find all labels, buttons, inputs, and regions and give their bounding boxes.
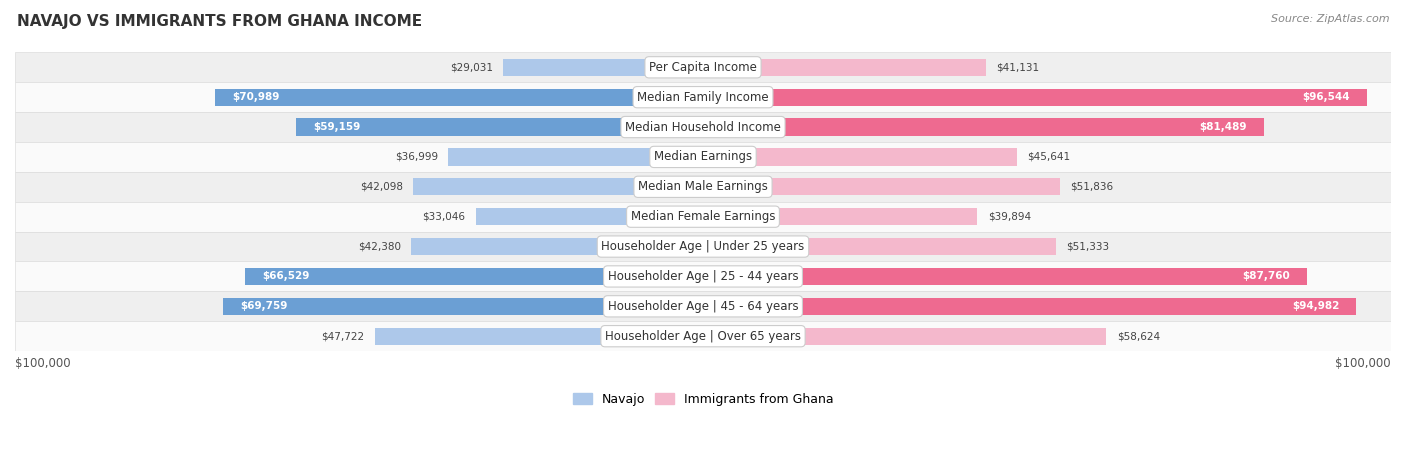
Bar <box>245 268 703 285</box>
Legend: Navajo, Immigrants from Ghana: Navajo, Immigrants from Ghana <box>568 388 838 410</box>
Text: Householder Age | 25 - 44 years: Householder Age | 25 - 44 years <box>607 270 799 283</box>
Text: $87,760: $87,760 <box>1241 271 1289 282</box>
Text: $29,031: $29,031 <box>450 62 494 72</box>
Bar <box>297 119 703 136</box>
Text: Householder Age | Over 65 years: Householder Age | Over 65 years <box>605 330 801 343</box>
Text: $94,982: $94,982 <box>1292 301 1340 311</box>
Text: $81,489: $81,489 <box>1199 122 1247 132</box>
Bar <box>703 119 1264 136</box>
Text: $45,641: $45,641 <box>1028 152 1070 162</box>
Text: $100,000: $100,000 <box>1336 357 1391 370</box>
Bar <box>703 297 1357 315</box>
Bar <box>15 172 1391 202</box>
Text: NAVAJO VS IMMIGRANTS FROM GHANA INCOME: NAVAJO VS IMMIGRANTS FROM GHANA INCOME <box>17 14 422 29</box>
Bar <box>703 59 986 76</box>
Text: Median Household Income: Median Household Income <box>626 120 780 134</box>
Text: $59,159: $59,159 <box>314 122 360 132</box>
Bar <box>15 232 1391 262</box>
Bar <box>15 112 1391 142</box>
Text: Householder Age | Under 25 years: Householder Age | Under 25 years <box>602 240 804 253</box>
Text: $69,759: $69,759 <box>240 301 288 311</box>
Text: $39,894: $39,894 <box>988 212 1031 222</box>
Bar <box>503 59 703 76</box>
Bar <box>703 327 1107 345</box>
Bar <box>15 321 1391 351</box>
Bar <box>413 178 703 196</box>
Bar <box>15 142 1391 172</box>
Bar <box>15 82 1391 112</box>
Bar <box>15 291 1391 321</box>
Text: Householder Age | 45 - 64 years: Householder Age | 45 - 64 years <box>607 300 799 313</box>
Bar <box>703 178 1060 196</box>
Bar <box>374 327 703 345</box>
Bar <box>15 202 1391 232</box>
Text: $66,529: $66,529 <box>263 271 309 282</box>
Text: $51,836: $51,836 <box>1070 182 1114 192</box>
Bar <box>703 148 1017 166</box>
Text: $41,131: $41,131 <box>997 62 1039 72</box>
Bar <box>703 238 1056 255</box>
Bar <box>15 262 1391 291</box>
Bar <box>412 238 703 255</box>
Bar <box>215 89 703 106</box>
Text: $96,544: $96,544 <box>1302 92 1350 102</box>
Text: $42,098: $42,098 <box>360 182 404 192</box>
Bar <box>703 268 1306 285</box>
Text: Source: ZipAtlas.com: Source: ZipAtlas.com <box>1271 14 1389 24</box>
Text: $58,624: $58,624 <box>1116 331 1160 341</box>
Bar <box>703 89 1367 106</box>
Text: $51,333: $51,333 <box>1067 241 1109 252</box>
Bar <box>475 208 703 226</box>
Text: Per Capita Income: Per Capita Income <box>650 61 756 74</box>
Bar <box>224 297 703 315</box>
Text: $42,380: $42,380 <box>359 241 401 252</box>
Text: Median Earnings: Median Earnings <box>654 150 752 163</box>
Bar <box>449 148 703 166</box>
Bar <box>15 52 1391 82</box>
Text: $33,046: $33,046 <box>422 212 465 222</box>
Text: $70,989: $70,989 <box>232 92 280 102</box>
Text: Median Male Earnings: Median Male Earnings <box>638 180 768 193</box>
Text: Median Female Earnings: Median Female Earnings <box>631 210 775 223</box>
Text: $100,000: $100,000 <box>15 357 70 370</box>
Text: $36,999: $36,999 <box>395 152 439 162</box>
Text: Median Family Income: Median Family Income <box>637 91 769 104</box>
Text: $47,722: $47,722 <box>321 331 364 341</box>
Bar <box>703 208 977 226</box>
